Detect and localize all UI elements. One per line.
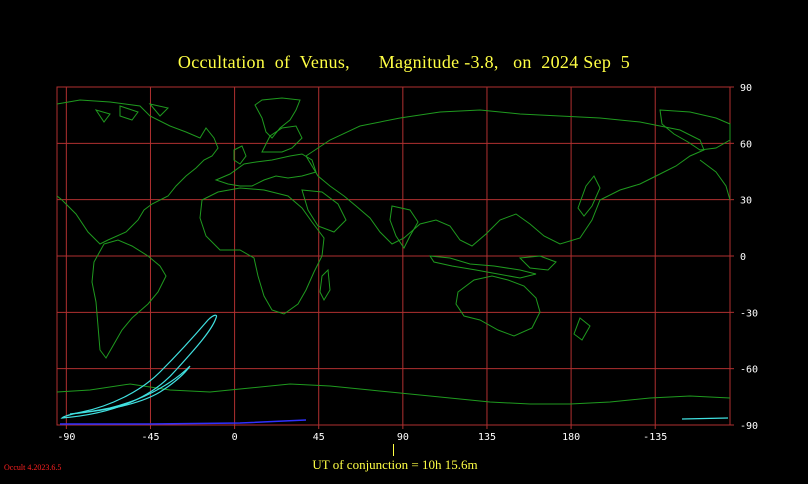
x-tick-label: 0 [232, 432, 238, 443]
y-tick-label: -30 [740, 308, 758, 319]
occultation-path-east-segment [681, 417, 729, 420]
ut-conjunction-label: UT of conjunction = 10h 15.6m [312, 457, 478, 472]
canadian-islands [94, 103, 169, 123]
new-zealand [573, 317, 591, 341]
occultation-path [60, 314, 729, 420]
y-tick-label: 0 [740, 252, 746, 263]
y-tick-label: -60 [740, 365, 758, 376]
y-tick-label: 60 [740, 139, 752, 150]
britain [233, 145, 247, 165]
asia [305, 109, 705, 247]
conjunction-marker [393, 444, 394, 456]
x-tick-label: -45 [141, 432, 159, 443]
graticule: -90 -45 0 45 90 135 180 -135 90 60 30 0 -30 -60 -90 [56, 83, 758, 443]
north-america [56, 99, 219, 245]
y-tick-label: -90 [740, 421, 758, 432]
x-tick-label: 45 [313, 432, 325, 443]
y-tick-label: 90 [740, 83, 752, 94]
software-version: Occult 4.2023.6.5 [4, 463, 62, 472]
japan [577, 175, 601, 217]
x-tick-label: 135 [478, 432, 496, 443]
new-guinea [518, 255, 557, 271]
madagascar [319, 268, 331, 302]
arabia [301, 189, 347, 233]
x-tick-label: -135 [643, 432, 667, 443]
antarctica [56, 383, 731, 405]
occultation-limit-north [60, 314, 218, 419]
sunlit-limit-line [60, 419, 307, 425]
x-tick-label: 90 [397, 432, 409, 443]
greenland [254, 97, 301, 139]
alaska [659, 109, 731, 151]
europe [214, 153, 317, 187]
x-tick-label: 180 [562, 432, 580, 443]
australia [455, 275, 541, 337]
x-tick-label: -90 [57, 432, 75, 443]
occultation-limit-south [69, 365, 191, 415]
page-title: Occultation of Venus, Magnitude -3.8, on… [177, 52, 631, 72]
coastlines [56, 97, 731, 405]
indonesia [428, 255, 537, 279]
south-america [91, 239, 167, 359]
africa [199, 187, 325, 315]
india [389, 205, 419, 249]
west-coast-na [699, 159, 731, 201]
y-tick-label: 30 [740, 196, 752, 207]
scandinavia [261, 125, 303, 153]
